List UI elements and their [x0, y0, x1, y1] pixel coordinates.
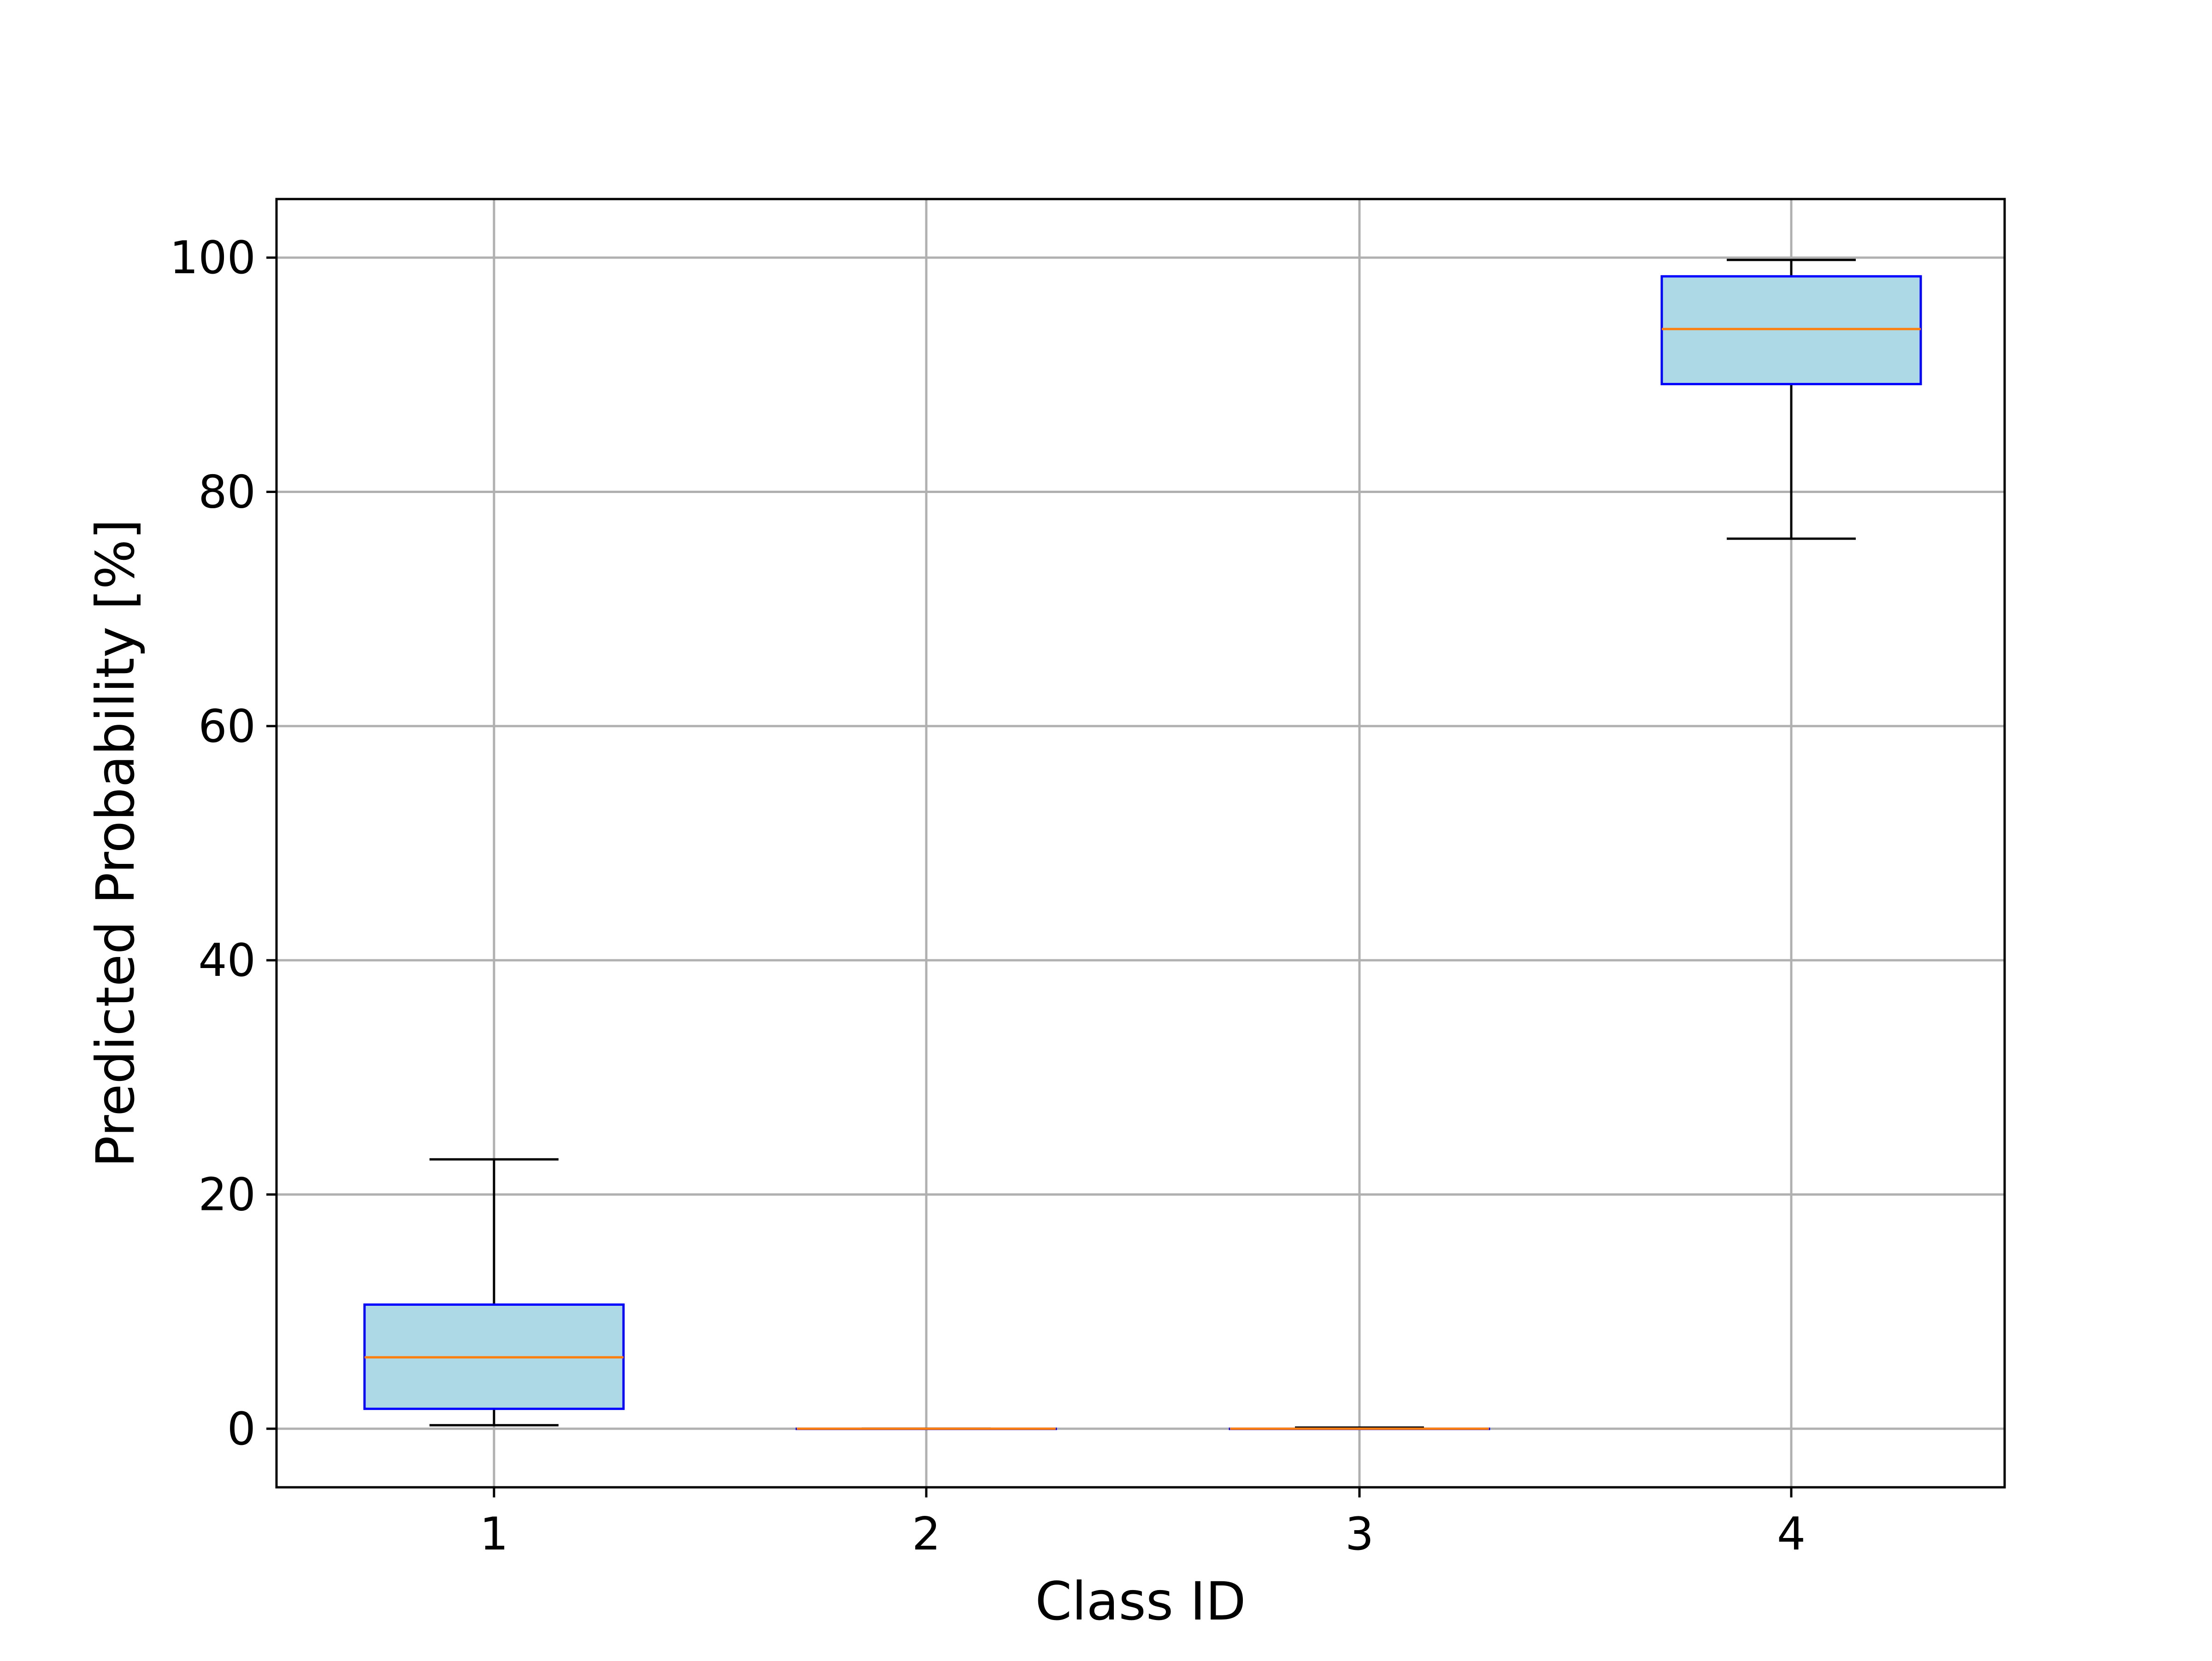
- y-tick-label: 0: [227, 1403, 256, 1456]
- y-tick-label: 60: [198, 700, 256, 753]
- box-body: [1660, 275, 1922, 386]
- plot-area-frame: [275, 198, 2006, 1489]
- y-axis-title: Predicted Probability [%]: [85, 519, 146, 1168]
- box-4: [1660, 258, 1922, 540]
- y-tick-label: 80: [198, 466, 256, 518]
- box-1: [363, 1158, 625, 1426]
- axis-ticks: 0 20 40 60 80 100 1 2 3 4: [170, 232, 1806, 1561]
- x-tick-label: 4: [1777, 1508, 1806, 1561]
- x-axis-title: Class ID: [1035, 1571, 1246, 1632]
- y-tick-label: 20: [198, 1169, 256, 1221]
- x-tick-label: 3: [1345, 1508, 1374, 1561]
- box-3: [1229, 1426, 1490, 1430]
- box-series: [363, 258, 1922, 1430]
- grid-lines: [276, 199, 2005, 1487]
- y-tick-label: 40: [198, 934, 256, 987]
- x-tick-label: 2: [912, 1508, 941, 1561]
- x-tick-label: 1: [480, 1508, 508, 1561]
- y-tick-label: 100: [170, 232, 256, 284]
